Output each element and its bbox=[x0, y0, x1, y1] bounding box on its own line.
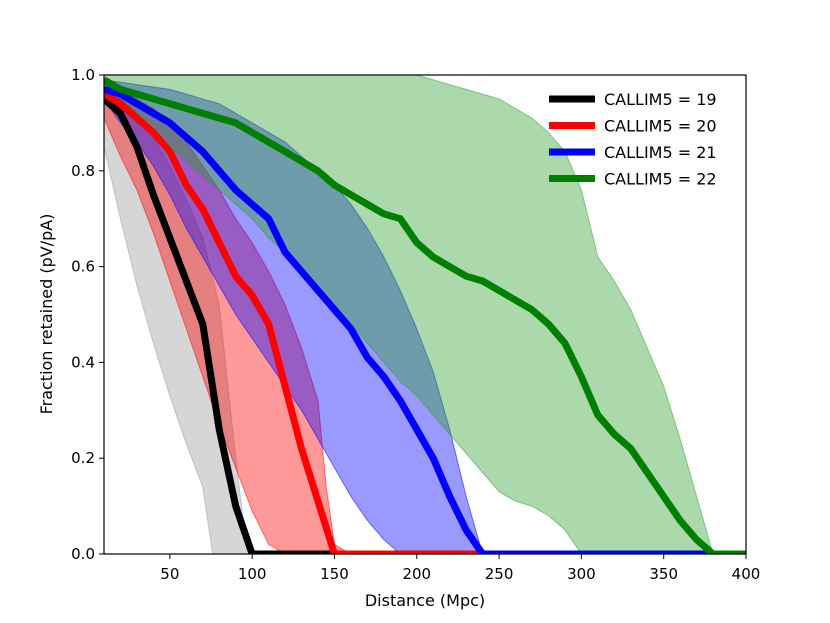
x-axis-label: Distance (Mpc) bbox=[365, 591, 485, 610]
band-series-0 bbox=[104, 88, 746, 554]
y-tick-label: 0.8 bbox=[71, 162, 95, 180]
y-tick-label: 0.0 bbox=[71, 545, 95, 563]
x-axis-ticks: 50 100 150 200 250 300 350 400 bbox=[160, 554, 760, 583]
x-tick-label: 200 bbox=[402, 565, 431, 583]
line-series-2 bbox=[104, 86, 746, 554]
y-tick-label: 0.6 bbox=[71, 258, 95, 276]
band-series-3 bbox=[104, 75, 746, 554]
legend-label: CALLIM5 = 19 bbox=[604, 90, 717, 109]
x-tick-label: 400 bbox=[732, 565, 761, 583]
x-tick-label: 250 bbox=[485, 565, 514, 583]
legend: CALLIM5 = 19 CALLIM5 = 20 CALLIM5 = 21 CALL… bbox=[549, 90, 717, 189]
x-tick-label: 50 bbox=[160, 565, 179, 583]
y-tick-label: 0.2 bbox=[71, 449, 95, 467]
confidence-bands bbox=[104, 75, 746, 554]
legend-label: CALLIM5 = 20 bbox=[604, 117, 717, 136]
legend-label: CALLIM5 = 22 bbox=[604, 170, 717, 189]
y-tick-label: 0.4 bbox=[71, 353, 95, 371]
x-tick-label: 100 bbox=[238, 565, 267, 583]
y-axis-label: Fraction retained (pV/pA) bbox=[37, 214, 56, 415]
band-series-2 bbox=[104, 79, 746, 554]
x-tick-label: 350 bbox=[649, 565, 678, 583]
x-tick-label: 150 bbox=[320, 565, 349, 583]
series-lines bbox=[104, 76, 746, 554]
legend-label: CALLIM5 = 21 bbox=[604, 143, 717, 162]
line-series-1 bbox=[104, 91, 746, 554]
y-axis-ticks: 0.0 0.2 0.4 0.6 0.8 1.0 bbox=[71, 66, 104, 563]
line-series-0 bbox=[104, 96, 746, 554]
y-tick-label: 1.0 bbox=[71, 66, 95, 84]
x-tick-label: 300 bbox=[567, 565, 596, 583]
line-series-3 bbox=[104, 76, 746, 554]
plot-frame bbox=[103, 74, 747, 555]
